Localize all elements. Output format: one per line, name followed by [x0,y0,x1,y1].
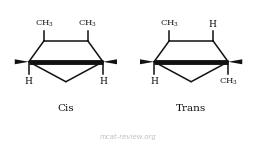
Text: H: H [99,77,107,86]
Text: $\mathregular{CH_3}$: $\mathregular{CH_3}$ [219,77,238,87]
Polygon shape [140,59,154,64]
Polygon shape [15,59,29,64]
Text: $\mathregular{CH_3}$: $\mathregular{CH_3}$ [160,18,179,29]
Text: $\mathregular{CH_3}$: $\mathregular{CH_3}$ [35,18,54,29]
Text: H: H [150,77,158,86]
Text: H: H [25,77,33,86]
Text: Cis: Cis [58,104,74,113]
Polygon shape [103,59,117,64]
Text: mcat-review.org: mcat-review.org [100,134,157,140]
Text: Trans: Trans [176,104,206,113]
Text: H: H [209,20,217,29]
Polygon shape [228,59,242,64]
Text: $\mathregular{CH_3}$: $\mathregular{CH_3}$ [78,18,97,29]
